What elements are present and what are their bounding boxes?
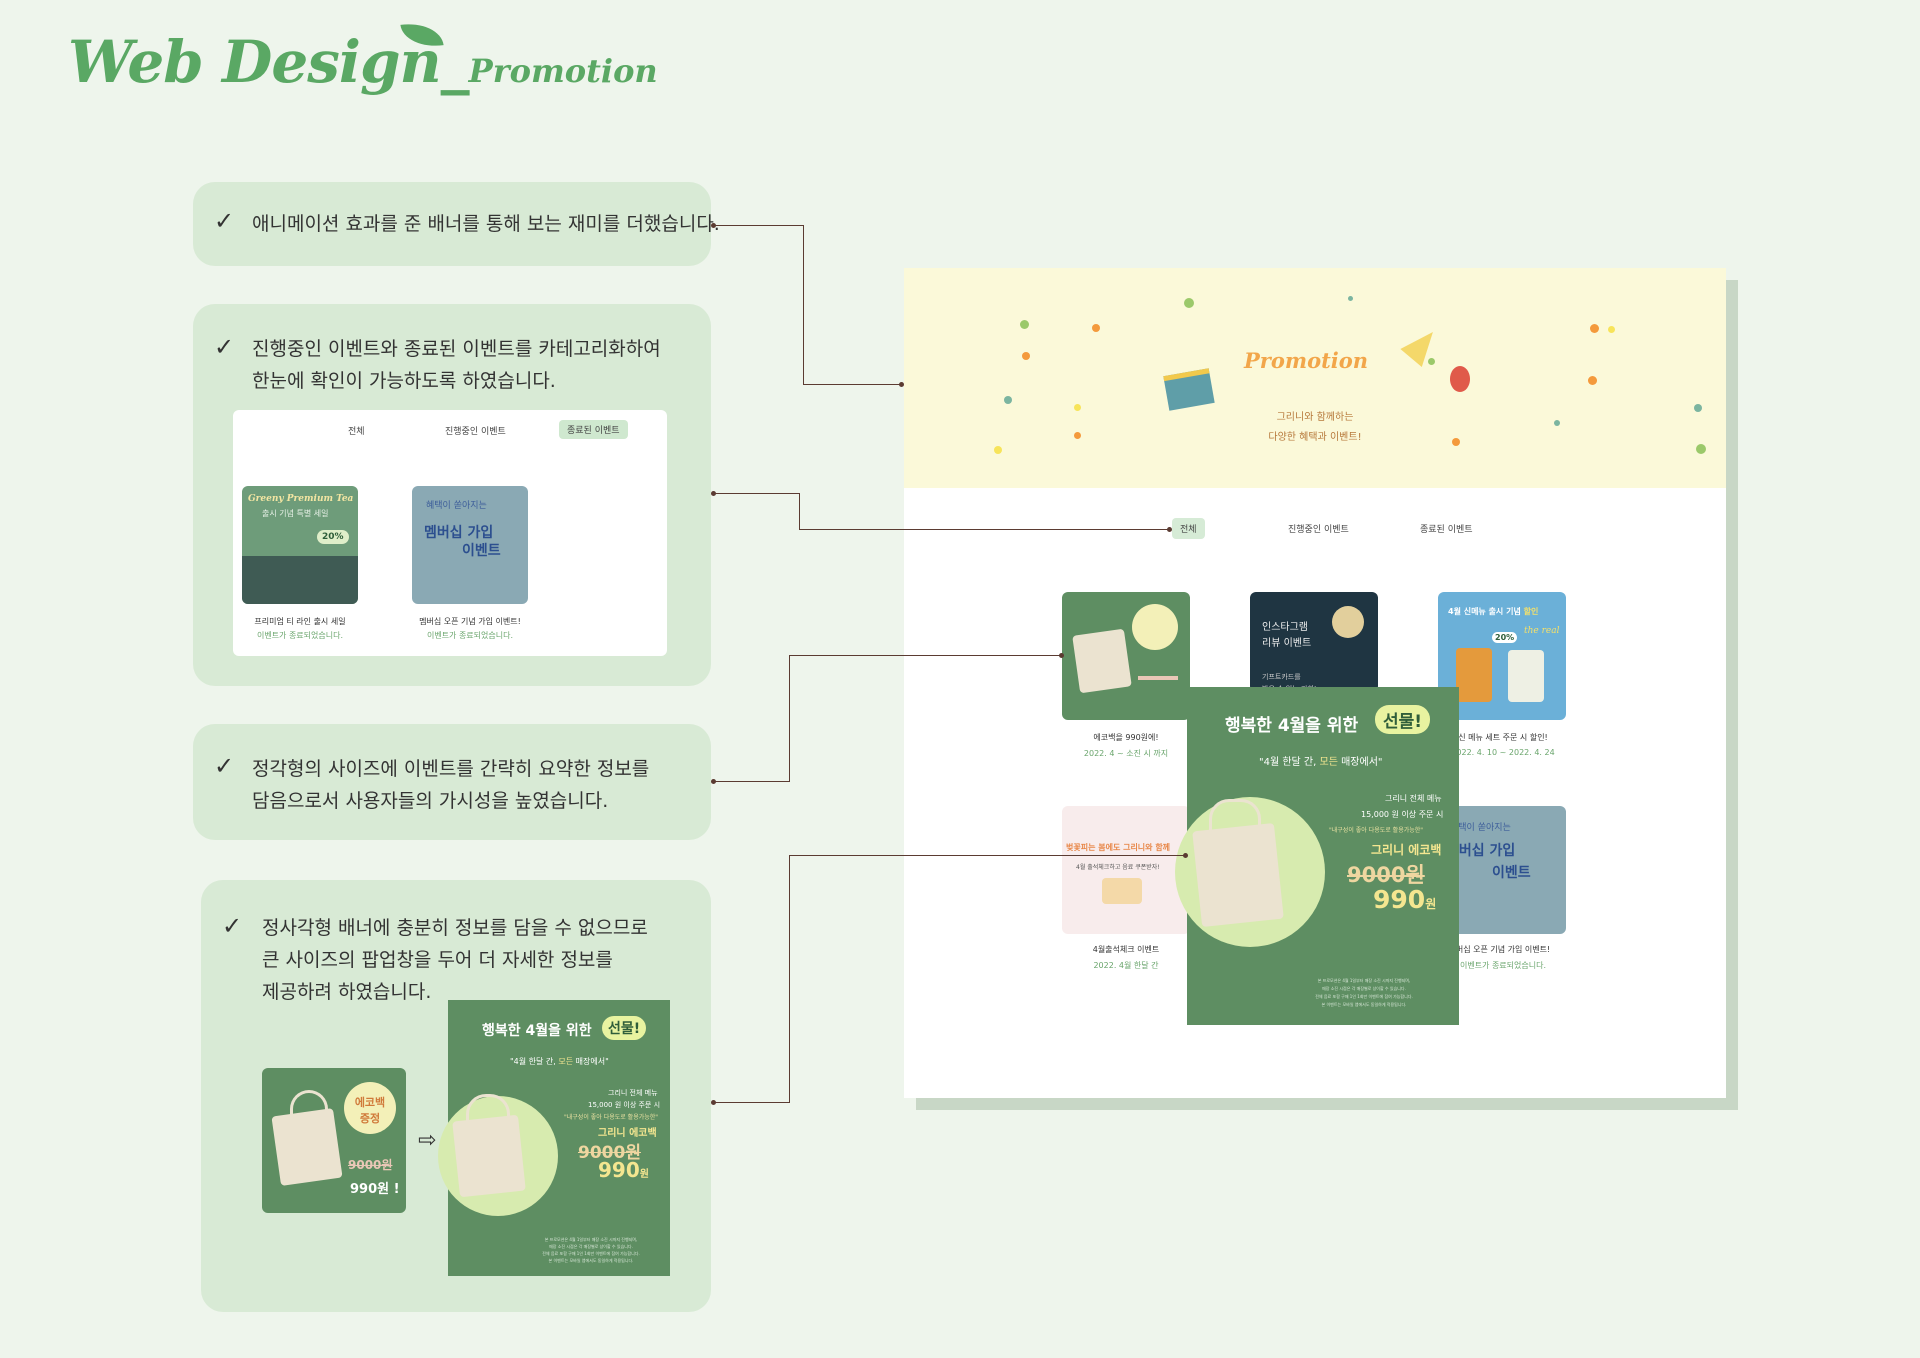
note-card-1 bbox=[193, 182, 711, 266]
note-card-3 bbox=[193, 724, 711, 840]
event-title-attendance: 4월출석체크 이벤트 bbox=[1092, 945, 1160, 954]
event-popup[interactable]: 행복한 4월을 위한 선물! "4월 한달 간, 모든 매장에서" 그리니 전체… bbox=[1175, 687, 1459, 1025]
bag-event-thumb[interactable]: 에코백 증정 9000원 990원 ! bbox=[262, 1068, 406, 1213]
promotion-banner: Promotion 그리니와 함께하는 다양한 혜택과 이벤트! bbox=[904, 268, 1726, 488]
event-date-membership: 이벤트가 종료되었습니다. bbox=[1459, 961, 1547, 970]
mini-tab-ongoing[interactable]: 진행중인 이벤트 bbox=[445, 427, 506, 437]
mini-item-tea-title: 프리미엄 티 라인 출시 세일 bbox=[254, 617, 346, 626]
event-card-newmenu[interactable]: 4월 신메뉴 출시 기념 할인 20% the real bbox=[1438, 592, 1566, 720]
mini-item-membership-title: 멤버십 오픈 기념 가입 이벤트! bbox=[419, 617, 521, 626]
banner-title: Promotion bbox=[1244, 348, 1369, 373]
moon-icon bbox=[1332, 606, 1364, 638]
event-title-ecobag: 에코백을 990원에! bbox=[1093, 733, 1159, 742]
check-icon: ✓ bbox=[222, 912, 243, 940]
tab-ongoing[interactable]: 진행중인 이벤트 bbox=[1288, 525, 1349, 535]
tab-ended[interactable]: 종료된 이벤트 bbox=[1420, 525, 1473, 535]
coupon-icon bbox=[1102, 878, 1142, 904]
bag-image bbox=[271, 1108, 343, 1186]
check-icon: ✓ bbox=[214, 207, 235, 235]
event-card-attendance[interactable]: 벚꽃피는 봄에도 그리니와 함께 4월 출석체크하고 음료 쿠폰받자! bbox=[1062, 806, 1190, 934]
page-title: Web Design_Promotion bbox=[68, 28, 658, 96]
arrow-icon: ⇨ bbox=[418, 1128, 437, 1153]
event-card-membership[interactable]: 혜택이 쏟아지는 멤버십 가입 이벤트 bbox=[1438, 806, 1566, 934]
banner-subtitle-2: 다양한 혜택과 이벤트! bbox=[1268, 432, 1362, 443]
mini-item-membership-status: 이벤트가 종료되었습니다. bbox=[426, 631, 514, 640]
gift-box-icon bbox=[1163, 368, 1215, 411]
party-hat-icon bbox=[1400, 322, 1444, 368]
event-card-instagram[interactable]: 인스타그램 리뷰 이벤트 기프트카드를 받을 수 있는 기회! bbox=[1250, 592, 1378, 692]
mini-event-list: 전체 진행중인 이벤트 종료된 이벤트 Greeny Premium Tea 출… bbox=[233, 410, 667, 656]
event-date-ecobag: 2022. 4 ~ 소진 시 까지 bbox=[1083, 749, 1169, 758]
event-card-ecobag[interactable] bbox=[1062, 592, 1190, 720]
banner-subtitle-1: 그리니와 함께하는 bbox=[1276, 412, 1354, 423]
event-date-newmenu: 2022. 4. 10 ~ 2022. 4. 24 bbox=[1451, 748, 1555, 757]
note-text-2: 진행중인 이벤트와 종료된 이벤트를 카테고리화하여 한눈에 확인이 가능하도록… bbox=[252, 338, 661, 392]
note-text-3: 정각형의 사이즈에 이벤트를 간략히 요약한 정보를 담음으로서 사용자들의 가… bbox=[252, 758, 650, 812]
balloon-icon bbox=[1450, 366, 1470, 392]
title-separator: _ bbox=[440, 28, 470, 96]
event-title-newmenu: 신 메뉴 세트 주문 시 할인! bbox=[1458, 733, 1548, 742]
title-sub: Promotion bbox=[468, 52, 658, 90]
mini-tab-all[interactable]: 전체 bbox=[348, 427, 365, 437]
event-title-membership: 버십 오픈 기념 가입 이벤트! bbox=[1455, 945, 1551, 954]
popup-preview: 행복한 4월을 위한 선물! "4월 한달 간, 모든 매장에서" 그리니 전체… bbox=[438, 1000, 670, 1276]
mini-item-tea-thumb[interactable]: Greeny Premium Tea 출시 기념 특별 세일 20% bbox=[242, 486, 358, 604]
note-text-4: 정사각형 배너에 충분히 정보를 담을 수 없으므로 큰 사이즈의 팝업창을 두… bbox=[262, 917, 648, 1003]
mini-tab-ended[interactable]: 종료된 이벤트 bbox=[559, 420, 628, 439]
check-icon: ✓ bbox=[214, 752, 235, 780]
mini-item-membership-thumb[interactable]: 혜택이 쏟아지는 멤버십 가입 이벤트 bbox=[412, 486, 528, 604]
bag-badge: 에코백 증정 bbox=[344, 1082, 396, 1134]
event-date-attendance: 2022. 4월 한달 간 bbox=[1093, 961, 1159, 970]
note-text-1: 애니메이션 효과를 준 배너를 통해 보는 재미를 더했습니다. bbox=[252, 213, 720, 235]
title-main: Web Design bbox=[68, 28, 442, 96]
check-icon: ✓ bbox=[214, 333, 235, 361]
mini-item-tea-status: 이벤트가 종료되었습니다. bbox=[256, 631, 344, 640]
tab-all[interactable]: 전체 bbox=[1172, 518, 1205, 539]
